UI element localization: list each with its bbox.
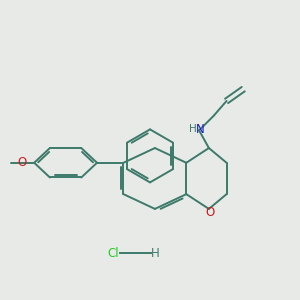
Text: H: H xyxy=(189,124,196,134)
Text: H: H xyxy=(151,247,159,260)
Text: Cl: Cl xyxy=(108,247,119,260)
Text: N: N xyxy=(196,123,205,136)
Text: O: O xyxy=(205,206,214,219)
Text: O: O xyxy=(18,156,27,169)
